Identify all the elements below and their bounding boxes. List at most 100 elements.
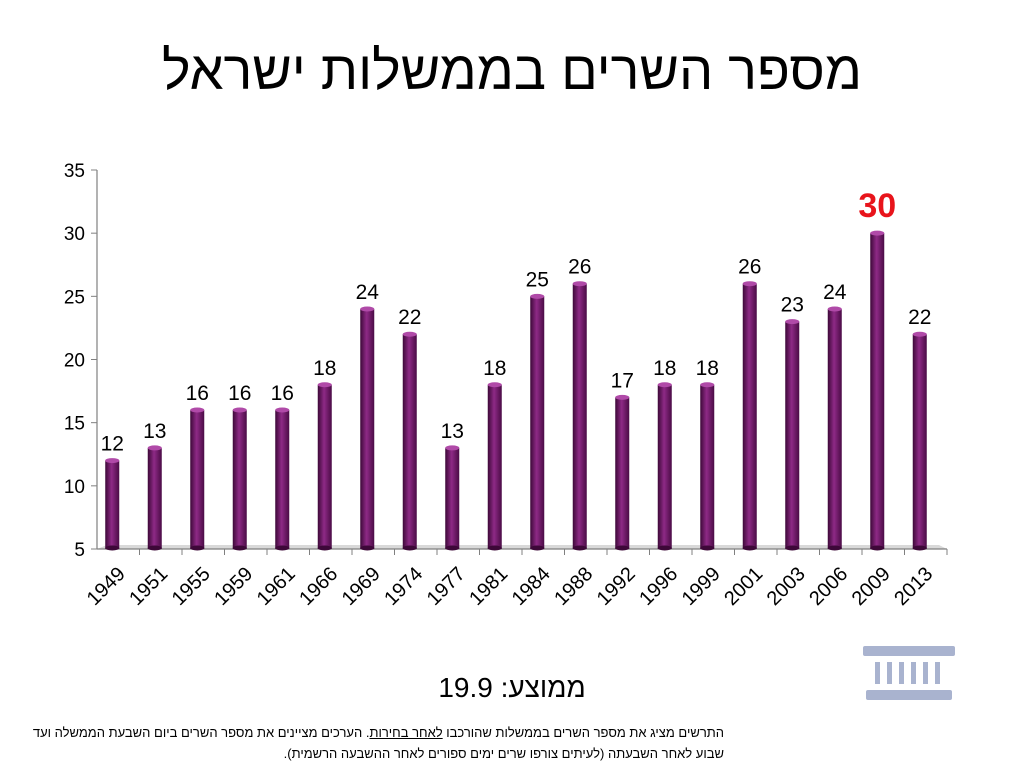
footnote: התרשים מציג את מספר השרים בממשלות שהורכב… [30,722,724,764]
x-category-label: 1981 [465,563,512,610]
x-category-label: 1999 [678,563,725,610]
x-category-label: 1996 [635,563,682,610]
x-category-label: 1974 [380,563,427,610]
chart-bar [105,460,120,549]
bar-chart: 5 10 15 20 25 30 35 12 1949 13 1951 16 1955 16 1959 16 1… [64,161,948,610]
bar-top [232,407,247,413]
data-label: 23 [781,294,804,317]
chart-bar [912,334,927,549]
data-label: 22 [398,306,421,329]
bar-top [487,382,502,388]
x-category-label: 1955 [168,563,215,610]
bar-top [402,331,417,337]
x-category-label: 1961 [253,563,300,610]
bar-top [572,281,587,287]
data-label: 24 [823,281,847,304]
x-category-label: 1984 [508,563,555,610]
footnote-link[interactable]: לאחר בחירות [369,725,443,740]
y-tick-label: 10 [64,477,85,498]
chart-floor [97,545,947,549]
bar-top [147,445,162,451]
data-label: 18 [653,357,676,380]
y-tick-label: 35 [64,161,85,182]
chart-bar [700,384,715,549]
x-category-label: 1969 [338,563,385,610]
chart-bar [232,410,247,549]
x-category-label: 1977 [423,563,470,610]
bar-base [572,545,587,551]
data-label-highlight: 30 [858,187,896,225]
bar-base [700,545,715,551]
chart-bar [785,321,800,549]
data-label: 22 [908,306,931,329]
bar-top [912,331,927,337]
bar-base [530,545,545,551]
x-category-label: 2013 [890,563,937,610]
bar-top [827,306,842,312]
bar-top [275,407,290,413]
data-label: 26 [568,256,591,279]
bar-top [615,394,630,400]
bar-base [402,545,417,551]
chart-bar [275,410,290,549]
bar-top [105,458,120,464]
chart-bar [360,308,375,549]
y-tick-label: 25 [64,287,85,308]
data-label: 18 [313,357,336,380]
chart-bar [530,296,545,549]
chart-bar [445,447,460,549]
bar-top [317,382,332,388]
chart-bar [317,384,332,549]
footnote-text-1: התרשים מציג את מספר השרים בממשלות שהורכב… [442,725,724,740]
data-label: 18 [696,357,719,380]
data-label: 12 [101,433,124,456]
x-category-label: 1949 [83,563,130,610]
bar-base [360,545,375,551]
bar-top [657,382,672,388]
x-category-label: 2003 [763,563,810,610]
bar-base [445,545,460,551]
bar-base [275,545,290,551]
average-value: 19.9 [438,672,493,703]
data-label: 26 [738,256,761,279]
bar-top [360,306,375,312]
data-label: 18 [483,357,506,380]
x-category-label: 1992 [593,563,640,610]
bar-base [912,545,927,551]
y-tick-label: 30 [64,224,85,245]
bar-base [105,545,120,551]
y-tick-label: 15 [64,414,85,435]
y-tick-label: 5 [74,540,85,561]
bar-top [870,230,885,236]
data-label: 13 [143,420,166,443]
chart-bar [190,410,205,549]
bar-base [785,545,800,551]
bar-base [487,545,502,551]
x-category-label: 1951 [125,563,172,610]
bar-top [700,382,715,388]
bar-top [742,281,757,287]
bar-base [742,545,757,551]
data-label: 17 [611,369,634,392]
average-label: ממוצע: [500,672,586,703]
chart-bar [870,233,885,549]
x-category-label: 2001 [720,563,767,610]
bar-top [785,319,800,325]
data-label: 16 [271,382,294,405]
building-columns-icon [863,646,955,700]
slide-title: מספר השרים בממשלות ישראל [162,41,862,101]
data-label: 25 [526,268,549,291]
bar-base [657,545,672,551]
chart-bar [615,397,630,549]
bar-top [190,407,205,413]
data-label: 24 [356,281,380,304]
bar-base [232,545,247,551]
chart-bar [147,447,162,549]
chart-bar [742,283,757,549]
bar-top [445,445,460,451]
data-label: 13 [441,420,464,443]
x-category-label: 1959 [210,563,257,610]
bar-base [317,545,332,551]
chart-bar [487,384,502,549]
chart-bar [572,283,587,549]
